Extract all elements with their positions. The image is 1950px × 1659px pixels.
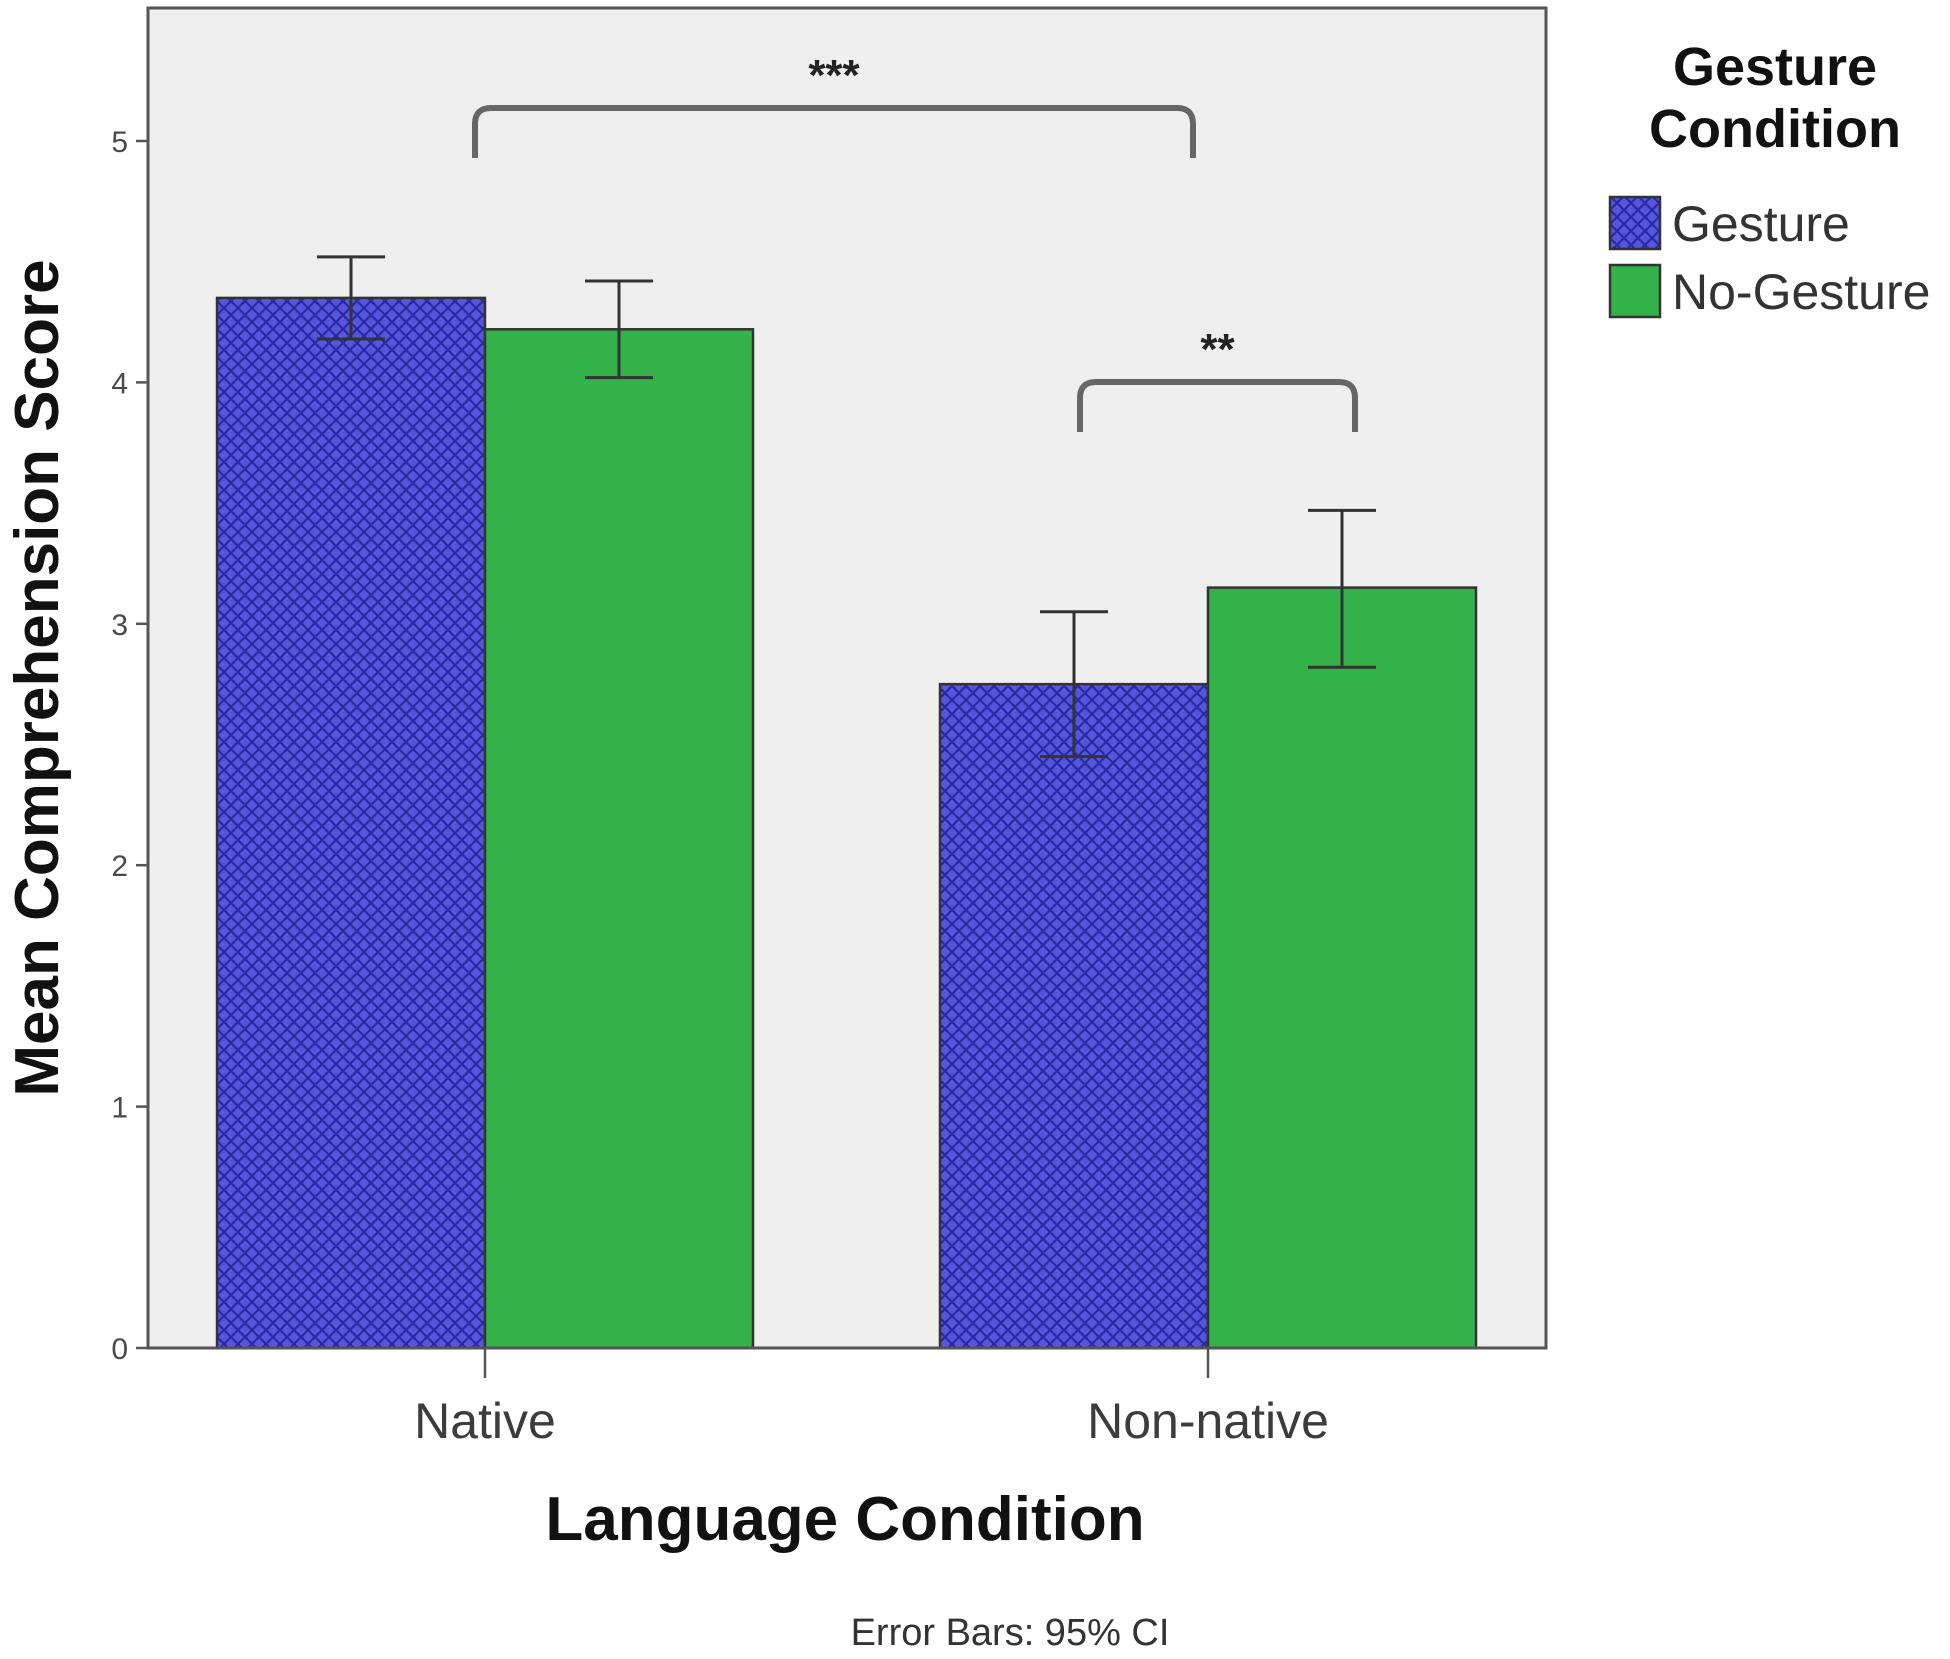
y-tick-label: 1 xyxy=(111,1092,128,1125)
legend-title: Condition xyxy=(1649,99,1901,159)
legend-label: Gesture xyxy=(1672,196,1850,252)
bar-native-gesture xyxy=(215,296,487,1350)
bracket-line xyxy=(1077,379,1358,432)
error-bar xyxy=(317,255,385,341)
significance-bracket: *** xyxy=(472,51,1196,158)
significance-label: ** xyxy=(1200,325,1235,374)
bar-native-no-gesture xyxy=(483,328,755,1350)
legend-title: Gesture xyxy=(1673,37,1877,97)
x-category-label: Non-native xyxy=(1087,1393,1329,1449)
error-bar xyxy=(585,279,653,380)
y-tick-label: 4 xyxy=(111,367,128,400)
x-category-label: Native xyxy=(414,1393,556,1449)
bar-non-native-no-gesture xyxy=(1206,586,1478,1350)
error-bar-note: Error Bars: 95% CI xyxy=(851,1612,1170,1654)
x-axis-title: Language Condition xyxy=(545,1485,1144,1554)
y-tick-label: 2 xyxy=(111,850,128,883)
y-axis-title: Mean Comprehension Score xyxy=(3,259,72,1096)
y-tick-label: 0 xyxy=(111,1333,128,1366)
bar-non-native-gesture xyxy=(938,682,1210,1350)
error-bar xyxy=(1040,610,1108,759)
legend-label: No-Gesture xyxy=(1672,264,1930,320)
significance-label: *** xyxy=(808,51,860,100)
legend-swatch-no-gesture xyxy=(1608,263,1662,319)
bracket-line xyxy=(472,105,1196,158)
error-bar xyxy=(1308,508,1376,669)
y-tick-label: 5 xyxy=(111,126,128,159)
significance-bracket: ** xyxy=(1077,325,1358,432)
legend-swatch-gesture xyxy=(1608,195,1662,251)
y-tick-label: 3 xyxy=(111,609,128,642)
